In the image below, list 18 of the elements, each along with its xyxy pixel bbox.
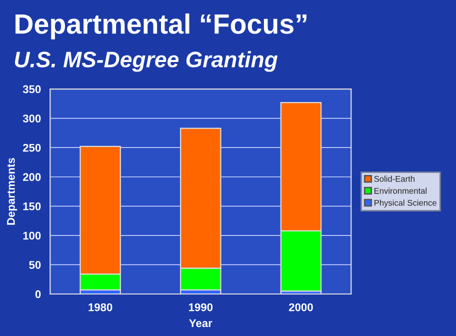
legend-label: Physical Science [374,200,436,208]
y-axis-title: Departments [7,158,18,225]
x-tick-label: 1980 [88,303,112,312]
y-tick-label: 150 [23,202,41,210]
y-tick-label: 50 [29,260,41,269]
y-tick-label: 350 [22,85,41,94]
x-axis-title: Year [189,319,212,328]
y-tick-label: 100 [23,232,41,240]
y-tick-label: 300 [22,114,41,122]
y-tick-label: 0 [35,290,41,298]
chart-subtitle: U.S. MS-Degree Granting [14,51,278,72]
y-tick-label: 200 [22,173,41,182]
y-tick-label: 250 [22,144,41,152]
x-tick-label: 1990 [188,303,213,312]
legend-label: Solid-Earth [374,176,414,182]
chart-title: Departmental “Focus” [16,13,306,40]
x-tick-label: 2000 [288,303,313,312]
legend-label: Environmental [374,188,427,194]
